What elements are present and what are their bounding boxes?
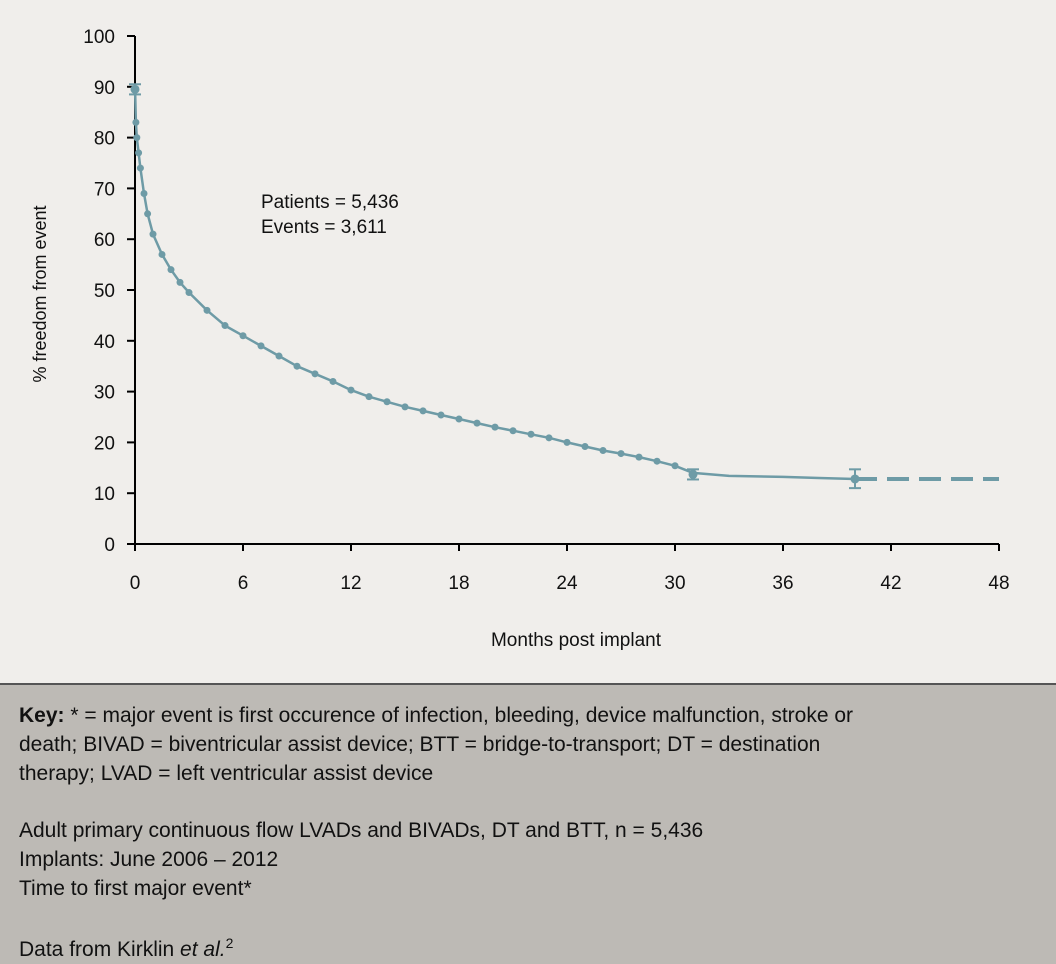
censor-point [136, 164, 144, 172]
x-tick-label: 36 [772, 573, 793, 594]
x-tick-label: 6 [238, 573, 249, 594]
censor-point [132, 118, 140, 126]
censor-point [473, 419, 481, 427]
y-tick-label: 50 [94, 281, 115, 302]
info-line-3: Time to first major event* [19, 877, 252, 900]
x-tick-label: 48 [988, 573, 1009, 594]
censor-point [509, 427, 517, 435]
key-line-3: therapy; LVAD = left ventricular assist … [19, 762, 434, 785]
key-panel: Key: * = major event is first occurence … [0, 683, 1056, 964]
y-tick-label: 20 [94, 433, 115, 454]
censor-point [635, 453, 643, 461]
y-axis-label: % freedom from event [30, 205, 50, 382]
censor-point [167, 266, 175, 274]
source-text: Data from Kirklin et al.2 [19, 929, 1039, 964]
error-bar-point [850, 474, 860, 484]
censor-point [221, 322, 229, 330]
source-superscript: 2 [225, 935, 234, 951]
censor-point [347, 386, 355, 394]
key-line-1: Key: * = major event is first occurence … [19, 701, 1039, 730]
key-line-1-text: * = major event is first occurence of in… [64, 704, 854, 727]
info-line-1: Adult primary continuous flow LVADs and … [19, 819, 704, 842]
x-axis-label: Months post implant [491, 630, 662, 651]
source-italic: et al. [180, 938, 226, 961]
annotation-patients: Patients = 5,436 [261, 192, 399, 213]
censor-point [257, 342, 265, 350]
censor-point [203, 306, 211, 314]
y-tick-label: 70 [94, 179, 115, 200]
censor-point [135, 149, 143, 157]
censor-point [239, 332, 247, 340]
censor-point [401, 403, 409, 411]
series [132, 86, 999, 481]
censor-point [149, 230, 157, 238]
censor-point [617, 450, 625, 458]
censor-point [329, 377, 337, 385]
key-line-2: death; BIVAD = biventricular assist devi… [19, 733, 821, 756]
censor-point [158, 250, 166, 258]
y-tick-label: 60 [94, 230, 115, 251]
error-bar-point [130, 84, 140, 94]
x-tick-label: 42 [880, 573, 901, 594]
censor-point [581, 442, 589, 450]
censor-point [311, 370, 319, 378]
censor-point [671, 462, 679, 470]
y-tick-label: 100 [83, 27, 115, 48]
y-tick-label: 30 [94, 383, 115, 404]
survival-chart: 0 10 20 30 40 50 60 70 80 90 100 0 6 12 18 24 30 36 42 48 P… [30, 27, 1010, 651]
censor-point [491, 423, 499, 431]
censor-point [293, 362, 301, 370]
x-tick-label: 30 [664, 573, 685, 594]
axes [134, 36, 999, 545]
x-tick-label: 18 [448, 573, 469, 594]
censor-point [383, 398, 391, 406]
censor-point [275, 352, 283, 360]
y-tick-label: 90 [94, 78, 115, 99]
censor-point [365, 393, 373, 401]
censor-point [563, 438, 571, 446]
chart-area: 0 10 20 30 40 50 60 70 80 90 100 0 6 12 18 24 30 36 42 48 P… [30, 27, 1010, 651]
censor-point [437, 411, 445, 419]
y-tick-label: 80 [94, 129, 115, 150]
y-tick-label: 10 [94, 484, 115, 505]
censor-point [545, 434, 553, 442]
censor-point [455, 415, 463, 423]
censor-point [176, 278, 184, 286]
ticks: 0 10 20 30 40 50 60 70 80 90 100 0 6 12 18 24 30 36 42 48 [83, 27, 1009, 594]
censor-point [185, 289, 193, 297]
censor-point [140, 189, 148, 197]
annotation-events: Events = 3,611 [261, 217, 387, 238]
censor-point [144, 210, 152, 218]
error-bars [129, 83, 861, 490]
y-tick-label: 40 [94, 332, 115, 353]
censor-point [653, 457, 661, 465]
censor-point [599, 447, 607, 455]
info-text: Adult primary continuous flow LVADs and … [19, 816, 1039, 903]
key-text: Key: * = major event is first occurence … [19, 701, 1039, 788]
x-tick-label: 12 [340, 573, 361, 594]
censor-point [527, 430, 535, 438]
y-tick-label: 0 [104, 535, 115, 556]
error-bar-point [688, 469, 698, 479]
info-line-2: Implants: June 2006 – 2012 [19, 848, 279, 871]
survival-series-line [133, 86, 856, 481]
key-label: Key: [19, 704, 65, 727]
censor-point [133, 134, 141, 142]
x-tick-label: 24 [556, 573, 578, 594]
x-tick-label: 0 [130, 573, 141, 594]
source-prefix: Data from Kirklin [19, 938, 181, 961]
censor-point [419, 407, 427, 415]
